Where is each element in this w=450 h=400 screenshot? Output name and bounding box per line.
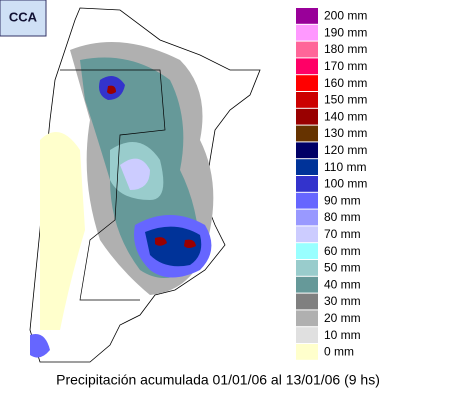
legend-swatch	[296, 327, 318, 343]
legend: 200 mm 190 mm 180 mm 170 mm 160 mm 150 mm 140 …	[296, 8, 367, 360]
legend-swatch	[296, 192, 318, 209]
province-borders	[60, 69, 166, 301]
legend-swatch	[296, 226, 318, 243]
rain-70	[120, 158, 150, 190]
legend-label: 90 mm	[324, 193, 361, 207]
rain-north-core	[107, 85, 116, 94]
legend-swatch	[296, 159, 318, 175]
legend-label: 150 mm	[324, 93, 367, 107]
legend-swatch	[296, 176, 318, 192]
legend-label: 180 mm	[324, 42, 367, 56]
legend-label: 0 mm	[324, 345, 354, 359]
legend-label: 70 mm	[324, 227, 361, 241]
legend-label: 40 mm	[324, 277, 361, 291]
legend-swatch	[296, 8, 318, 24]
rain-0-10	[40, 132, 85, 330]
legend-swatch	[296, 108, 318, 125]
legend-label: 10 mm	[324, 328, 361, 342]
legend-label: 50 mm	[324, 261, 361, 275]
legend-swatch	[296, 243, 318, 259]
legend-swatch	[296, 125, 318, 142]
map-title: Precipitación acumulada 01/01/06 al 13/0…	[56, 372, 380, 388]
legend-swatch	[296, 344, 318, 360]
legend-swatch	[296, 75, 318, 91]
legend-label: 120 mm	[324, 143, 367, 157]
legend-label: 60 mm	[324, 244, 361, 258]
rain-140	[155, 237, 196, 248]
legend-label: 80 mm	[324, 210, 361, 224]
legend-swatch	[296, 310, 318, 327]
rain-south	[30, 334, 50, 358]
legend-label: 140 mm	[324, 109, 367, 123]
legend-label: 110 mm	[324, 160, 366, 174]
logo-box	[0, 0, 47, 37]
legend-swatch	[296, 260, 318, 276]
legend-swatch	[296, 276, 318, 293]
legend-swatch	[296, 293, 318, 310]
legend-swatch	[296, 142, 318, 159]
legend-swatch	[296, 209, 318, 226]
legend-label: 190 mm	[324, 25, 367, 39]
legend-label: 130 mm	[324, 126, 367, 140]
legend-swatch	[296, 92, 318, 108]
legend-swatch	[296, 41, 318, 58]
legend-label: 160 mm	[324, 76, 367, 90]
legend-swatch	[296, 58, 318, 75]
legend-label: 200 mm	[324, 9, 367, 23]
rain-110	[145, 226, 202, 267]
legend-swatch	[296, 24, 318, 41]
legend-label: 100 mm	[324, 177, 367, 191]
legend-label: 170 mm	[324, 59, 367, 73]
legend-label: 30 mm	[324, 294, 361, 308]
legend-label: 20 mm	[324, 311, 361, 325]
map: CCA	[0, 0, 261, 363]
logo: CCA	[9, 9, 38, 24]
